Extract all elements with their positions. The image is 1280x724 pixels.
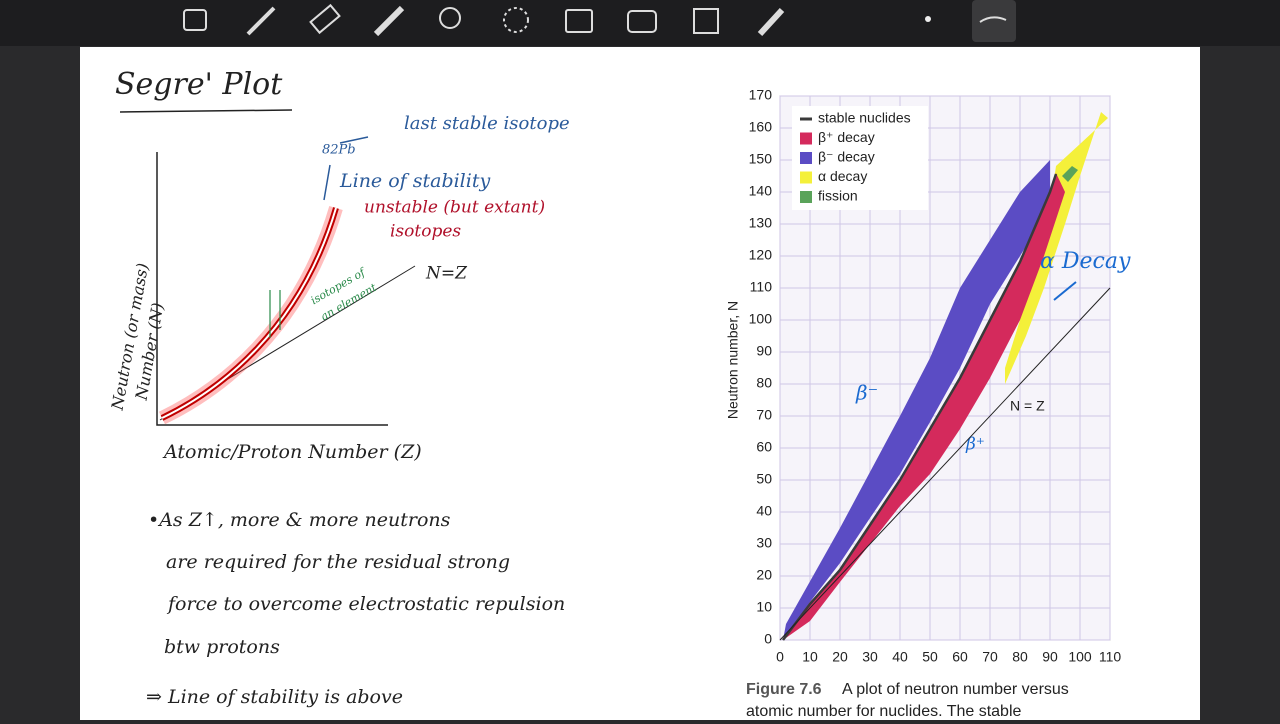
caption-label: Figure 7.6 bbox=[746, 681, 822, 698]
x-tick-label: 80 bbox=[1012, 649, 1028, 665]
shapes-icon[interactable] bbox=[439, 7, 461, 29]
stability-line bbox=[782, 173, 1058, 641]
x-tick-label: 10 bbox=[802, 649, 818, 665]
pen-style-icon bbox=[979, 16, 1007, 23]
alpha-annotation: α Decay bbox=[1040, 249, 1131, 274]
legend-label: β⁺ decay bbox=[818, 129, 875, 145]
legend-swatch bbox=[800, 132, 812, 145]
x-tick-label: 0 bbox=[776, 649, 784, 665]
sketch bbox=[156, 136, 416, 426]
y-tick-label: 10 bbox=[756, 599, 772, 615]
image-icon[interactable] bbox=[565, 9, 593, 33]
nz-annotation: N = Z bbox=[1010, 398, 1045, 414]
unstable-label: unstable (but extant) bbox=[364, 198, 545, 218]
y-tick-label: 0 bbox=[764, 631, 772, 647]
sketch-x-label: Atomic/Proton Number (Z) bbox=[162, 441, 422, 463]
pen-icon[interactable] bbox=[246, 6, 276, 36]
y-tick-label: 50 bbox=[756, 471, 772, 487]
fission-region bbox=[1062, 166, 1078, 182]
arrow bbox=[1053, 281, 1077, 301]
sketch-curve-core bbox=[161, 207, 337, 419]
y-tick-label: 130 bbox=[749, 215, 773, 231]
legend-swatch bbox=[800, 191, 812, 203]
caption: A plot of neutron number versus bbox=[842, 681, 1069, 698]
camera-icon[interactable] bbox=[627, 10, 657, 33]
legend: stable nuclides β⁺ decay β⁻ decay α decay fi… bbox=[800, 110, 911, 204]
text-icon[interactable] bbox=[693, 8, 719, 34]
y-tick-label: 120 bbox=[749, 247, 773, 263]
x-tick-label: 40 bbox=[892, 649, 908, 665]
y-tick-label: 20 bbox=[756, 567, 772, 583]
nz-label: N=Z bbox=[425, 264, 468, 284]
x-tick-label: 100 bbox=[1068, 649, 1092, 665]
pen-style[interactable] bbox=[972, 0, 1016, 42]
alpha-region bbox=[1005, 112, 1108, 384]
beta-minus-region bbox=[783, 160, 1050, 640]
legend-box bbox=[792, 106, 928, 210]
laser-icon[interactable] bbox=[757, 7, 785, 37]
arrow bbox=[339, 136, 369, 144]
sketch-axes bbox=[156, 152, 388, 426]
legend-label: fission bbox=[818, 188, 858, 204]
y-tick-label: 40 bbox=[756, 503, 772, 519]
bullet: btw protons bbox=[164, 636, 280, 658]
y-tick-label: 150 bbox=[749, 151, 773, 167]
y-tick-label: 170 bbox=[749, 87, 773, 103]
y-tick-label: 80 bbox=[756, 375, 772, 391]
beta-minus-annotation: β⁻ bbox=[855, 381, 878, 405]
color-dot[interactable] bbox=[925, 16, 931, 22]
y-tick-label: 160 bbox=[749, 119, 773, 135]
figure: stable nuclides β⁺ decay β⁻ decay α decay fi… bbox=[725, 95, 1131, 720]
bullet: are required for the residual strong bbox=[166, 551, 510, 573]
lead-label: 82Pb bbox=[322, 143, 356, 158]
x-tick-label: 110 bbox=[1099, 649, 1122, 665]
stability-label: Line of stability bbox=[339, 170, 490, 192]
legend-label: α decay bbox=[818, 168, 867, 184]
pages-icon[interactable] bbox=[183, 9, 207, 31]
x-tick-label: 20 bbox=[832, 649, 848, 665]
y-tick-label: 100 bbox=[749, 311, 773, 327]
nz-line bbox=[779, 287, 1111, 641]
y-tick-label: 70 bbox=[756, 407, 772, 423]
bullet: ⇒ Line of stability is above bbox=[146, 686, 403, 708]
caption: atomic number for nuclides. The stable bbox=[746, 703, 1022, 720]
note-title: Segre' Plot bbox=[115, 67, 283, 102]
x-tick-label: 30 bbox=[862, 649, 878, 665]
title-underline bbox=[119, 109, 293, 113]
x-tick-label: 70 bbox=[982, 649, 998, 665]
x-tick-label: 50 bbox=[922, 649, 938, 665]
y-tick-label: 60 bbox=[756, 439, 772, 455]
y-tick-label: 140 bbox=[749, 183, 773, 199]
lasso-icon[interactable] bbox=[503, 7, 529, 33]
legend-swatch bbox=[800, 171, 812, 184]
legend-swatch bbox=[800, 152, 812, 164]
legend-label: stable nuclides bbox=[818, 110, 911, 126]
legend-label: β⁻ decay bbox=[818, 149, 875, 165]
toolbar-icons bbox=[183, 3, 785, 37]
x-tick-label: 60 bbox=[952, 649, 968, 665]
beta-plus-annotation: β⁺ bbox=[965, 435, 985, 455]
y-tick-label: 30 bbox=[756, 535, 772, 551]
eraser-icon[interactable] bbox=[309, 3, 341, 35]
y-tick-label: 90 bbox=[756, 343, 772, 359]
highlighter-icon[interactable] bbox=[373, 5, 405, 37]
lead-note: last stable isotope bbox=[404, 113, 570, 134]
arrow bbox=[323, 164, 331, 201]
bullet: •As Z↑, more & more neutrons bbox=[148, 509, 451, 531]
x-tick-label: 90 bbox=[1042, 649, 1058, 665]
bullet: force to overcome electrostatic repulsio… bbox=[166, 593, 565, 615]
toolbar bbox=[0, 0, 1280, 46]
unstable-label: isotopes bbox=[390, 222, 461, 242]
y-axis-label: Neutron number, N bbox=[725, 301, 741, 419]
y-tick-label: 110 bbox=[750, 279, 773, 295]
